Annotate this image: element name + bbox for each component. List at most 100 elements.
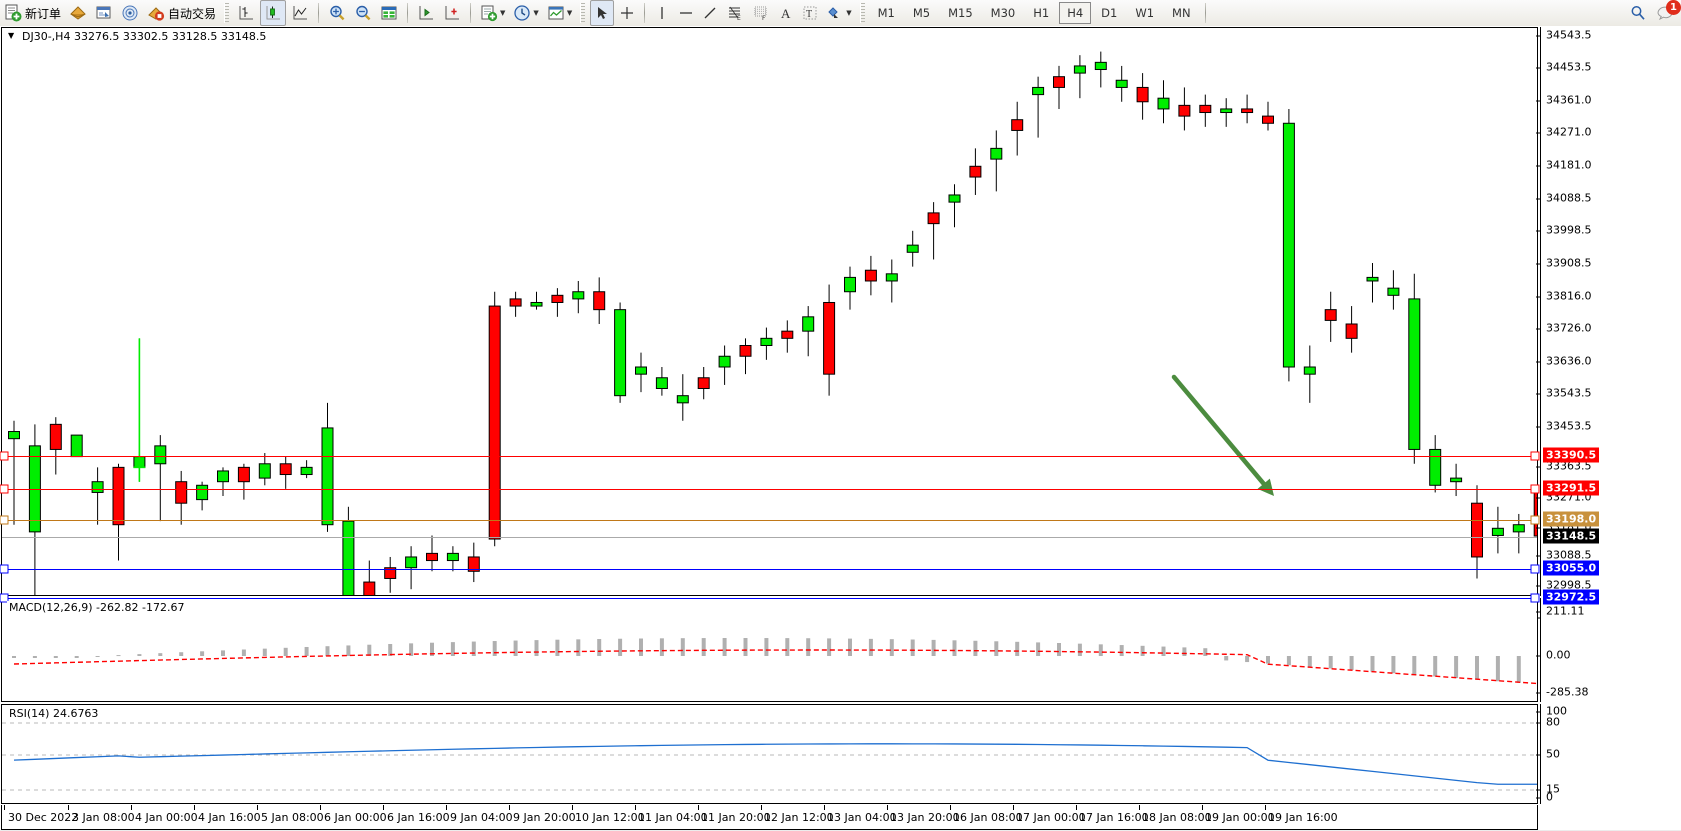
price-level-pivot[interactable] [2, 520, 1537, 521]
template-caret-icon[interactable]: ▼ [500, 9, 506, 17]
trend-arrow-down[interactable] [1171, 374, 1266, 487]
shift-end-button[interactable] [440, 1, 464, 25]
data-window-button[interactable] [92, 1, 116, 25]
price-level-handle-left-support-upper[interactable] [0, 564, 9, 574]
trend-arrow-down-head[interactable] [1257, 478, 1274, 496]
period-button[interactable]: ▼ [510, 1, 541, 25]
price-level-handle-left-resistance-lower[interactable] [0, 484, 9, 494]
price-level-resistance-upper[interactable] [2, 456, 1537, 457]
expert-advisors-button[interactable] [66, 1, 90, 25]
price-level-handle-support-lower[interactable] [1530, 593, 1540, 603]
shift-start-button[interactable] [414, 1, 438, 25]
time-tick-mark [824, 805, 825, 810]
candle [1094, 51, 1107, 88]
price-level-handle-resistance-upper[interactable] [1530, 451, 1540, 461]
line-chart-button[interactable] [288, 1, 312, 25]
price-level-handle-pivot[interactable] [1530, 515, 1540, 525]
new-order-button[interactable]: 新订单 [1, 1, 64, 25]
fibonacci-tool-button[interactable]: E [723, 1, 747, 25]
zoom-in-button[interactable] [325, 1, 349, 25]
price-level-handle-left-resistance-upper[interactable] [0, 451, 9, 461]
macd-histogram-bar [388, 644, 393, 656]
candlestick-chart-button[interactable] [260, 0, 287, 26]
navigator-button[interactable] [118, 1, 142, 25]
indicators-caret-icon[interactable]: ▼ [566, 9, 573, 17]
candle-body [530, 301, 543, 307]
price-level-support-lower[interactable] [2, 598, 1537, 599]
grid-button[interactable] [377, 1, 401, 25]
macd-panel[interactable]: MACD(12,26,9) -262.82 -172.67 [1, 598, 1538, 702]
candle [697, 367, 710, 400]
price-tag-current-price[interactable]: 33148.5 [1543, 528, 1600, 544]
candle [342, 506, 355, 595]
time-axis-label: 19 Jan 16:00 [1268, 811, 1338, 824]
timeframe-h1[interactable]: H1 [1033, 6, 1050, 20]
timeframe-m30[interactable]: M30 [990, 6, 1016, 20]
timeframe-m1[interactable]: M1 [877, 6, 895, 20]
search-button[interactable] [1626, 1, 1650, 25]
timeframe-m15[interactable]: M15 [948, 6, 973, 20]
price-tick: 33363.5 [1536, 460, 1592, 473]
candle-body [1324, 309, 1337, 321]
text-label-icon: T [803, 6, 817, 20]
macd-histogram-bar [1182, 647, 1187, 656]
macd-histogram-bar [1349, 656, 1354, 671]
price-tag-resistance-lower[interactable]: 33291.5 [1543, 480, 1600, 496]
vertical-line-tool-button[interactable] [651, 1, 673, 25]
price-axis[interactable]: 34543.5 34453.5 34361.0 34271.0 34181.0 34088… [1536, 27, 1681, 624]
candle [70, 434, 83, 458]
time-axis-label: 13 Jan 20:00 [890, 811, 960, 824]
horizontal-line-tool-button[interactable] [675, 1, 697, 25]
shift-end-icon [445, 6, 460, 20]
toolbar-grip-2[interactable] [580, 3, 586, 23]
indicators-button[interactable]: ▼ [544, 1, 575, 25]
autotrading-button[interactable]: 自动交易 [144, 1, 219, 25]
price-level-support-upper[interactable] [2, 569, 1537, 570]
time-axis[interactable]: 30 Dec 2022 3 Jan 08:00 4 Jan 00:00 4 Jan 1… [1, 805, 1538, 830]
timeframe-w1[interactable]: W1 [1135, 6, 1155, 20]
chart-collapse-icon[interactable]: ▼ [6, 31, 17, 40]
price-level-handle-left-support-lower[interactable] [0, 593, 9, 603]
candle [1073, 55, 1086, 99]
crosshair-tool-button[interactable] [616, 1, 638, 25]
text-label-tool-button[interactable]: T [799, 1, 821, 25]
price-tag-resistance-upper[interactable]: 33390.5 [1543, 447, 1600, 463]
candle [28, 424, 41, 595]
shapes-caret-icon[interactable]: ▼ [846, 9, 852, 17]
macd-histogram-bar [53, 656, 58, 658]
rsi-panel[interactable]: RSI(14) 24.6763 [1, 704, 1538, 804]
template-button[interactable]: ▼ [477, 1, 508, 25]
toolbar-grip-1[interactable] [224, 3, 230, 23]
period-caret-icon[interactable]: ▼ [533, 9, 539, 17]
zoom-out-button[interactable] [351, 1, 375, 25]
toolbar-grip-3[interactable] [859, 3, 865, 23]
price-chart-panel[interactable]: DJ30-,H4 33276.5 33302.5 33128.5 33148.5… [0, 27, 1540, 603]
macd-histogram-bar [179, 652, 184, 656]
candle-body [551, 294, 564, 303]
fibo-grid-tool-button[interactable]: F [749, 1, 773, 25]
trendline-tool-button[interactable] [699, 1, 721, 25]
main-toolbar: 新订单 [0, 0, 1681, 27]
text-tool-button[interactable]: A [775, 1, 797, 25]
timeframe-mn[interactable]: MN [1172, 6, 1191, 20]
price-level-handle-support-upper[interactable] [1530, 564, 1540, 574]
price-level-current-price[interactable] [2, 537, 1537, 538]
cursor-tool-button[interactable] [590, 0, 615, 26]
timeframe-d1[interactable]: D1 [1101, 6, 1118, 20]
timeframe-h4[interactable]: H4 [1059, 2, 1092, 24]
price-level-handle-left-pivot[interactable] [0, 515, 9, 525]
price-level-resistance-lower[interactable] [2, 489, 1537, 490]
candle-body [49, 423, 62, 450]
price-tag-pivot[interactable]: 33198.0 [1543, 511, 1600, 527]
candle-body [1220, 108, 1233, 114]
price-tag-support-lower[interactable]: 32972.5 [1543, 589, 1600, 605]
alerts-button[interactable]: 1 [1652, 0, 1681, 24]
bar-chart-button[interactable] [234, 1, 258, 25]
price-tag-support-upper[interactable]: 33055.0 [1543, 560, 1600, 576]
timeframe-m5[interactable]: M5 [912, 6, 931, 20]
price-tick: 33816.0 [1536, 290, 1592, 303]
price-candlestick-plot[interactable] [2, 28, 1537, 595]
shapes-tool-button[interactable]: ▼ [823, 1, 854, 25]
time-axis-label: 3 Jan 08:00 [72, 811, 135, 824]
price-level-handle-resistance-lower[interactable] [1530, 484, 1540, 494]
